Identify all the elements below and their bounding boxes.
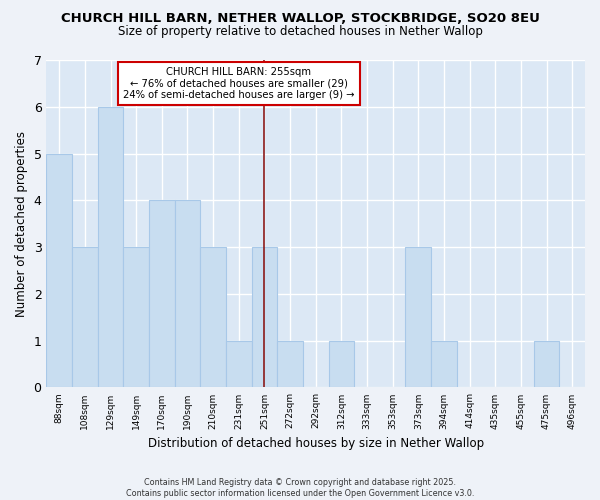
Bar	[406, 247, 431, 388]
Bar	[226, 340, 251, 388]
Text: CHURCH HILL BARN, NETHER WALLOP, STOCKBRIDGE, SO20 8EU: CHURCH HILL BARN, NETHER WALLOP, STOCKBR…	[61, 12, 539, 26]
Text: CHURCH HILL BARN: 255sqm
← 76% of detached houses are smaller (29)
24% of semi-d: CHURCH HILL BARN: 255sqm ← 76% of detach…	[123, 67, 355, 100]
Bar	[175, 200, 200, 388]
Bar	[277, 340, 303, 388]
Bar	[98, 107, 124, 388]
Bar	[72, 247, 98, 388]
Y-axis label: Number of detached properties: Number of detached properties	[15, 130, 28, 316]
Bar	[124, 247, 149, 388]
Bar	[46, 154, 72, 388]
Bar	[251, 247, 277, 388]
Text: Size of property relative to detached houses in Nether Wallop: Size of property relative to detached ho…	[118, 25, 482, 38]
Bar	[431, 340, 457, 388]
X-axis label: Distribution of detached houses by size in Nether Wallop: Distribution of detached houses by size …	[148, 437, 484, 450]
Bar	[149, 200, 175, 388]
Text: Contains HM Land Registry data © Crown copyright and database right 2025.
Contai: Contains HM Land Registry data © Crown c…	[126, 478, 474, 498]
Bar	[329, 340, 354, 388]
Bar	[534, 340, 559, 388]
Bar	[200, 247, 226, 388]
